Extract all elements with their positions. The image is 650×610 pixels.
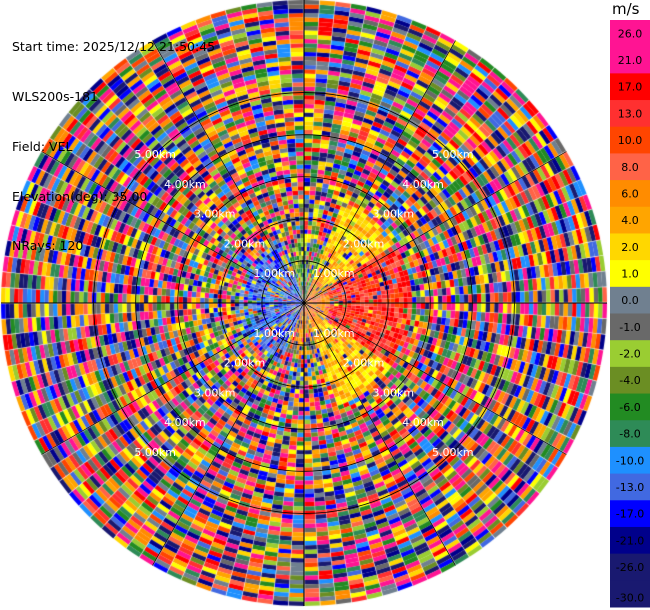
azimuth-spoke	[152, 40, 305, 304]
range-ring-label: 2.00km	[224, 357, 266, 370]
field-text: Field: VEL	[12, 138, 73, 154]
range-ring-label: 3.00km	[194, 386, 236, 399]
azimuth-spoke	[152, 302, 305, 566]
colorbar-unit: m/s	[612, 0, 640, 18]
instrument-text: WLS200s-181	[12, 88, 98, 104]
range-ring-label: 2.00km	[224, 237, 266, 250]
nrays-text: NRays: 120	[12, 238, 84, 254]
start-time-text: Start time: 2025/12/12 21:50:45	[12, 39, 216, 55]
range-ring-label: 3.00km	[372, 386, 414, 399]
range-ring-label: 4.00km	[164, 416, 206, 429]
range-ring-label: 5.00km	[432, 148, 474, 161]
range-ring-label: 1.00km	[313, 327, 355, 340]
azimuth-spoke	[303, 151, 567, 304]
range-ring-label: 2.00km	[343, 357, 385, 370]
azimuth-spoke	[303, 302, 456, 566]
range-ring-label: 5.00km	[134, 148, 176, 161]
range-ring-label: 3.00km	[372, 208, 414, 221]
range-ring-label: 1.00km	[253, 327, 295, 340]
elevation-text: Elevation(deg): 35.00	[12, 188, 148, 204]
azimuth-spoke	[41, 151, 305, 304]
range-ring-label: 2.00km	[343, 237, 385, 250]
range-ring-label: 4.00km	[402, 416, 444, 429]
range-ring-label: 1.00km	[313, 267, 355, 280]
range-ring-label: 1.00km	[253, 267, 295, 280]
range-ring-label: 4.00km	[402, 178, 444, 191]
azimuth-spoke	[303, 302, 567, 455]
range-ring-label: 4.00km	[164, 178, 206, 191]
range-ring-label: 3.00km	[194, 208, 236, 221]
range-ring-label: 5.00km	[134, 446, 176, 459]
azimuth-spoke	[303, 40, 456, 304]
azimuth-spoke	[41, 302, 305, 455]
range-ring-label: 5.00km	[432, 446, 474, 459]
info-panel: Start time: 2025/12/12 21:50:45 WLS200s-…	[12, 6, 215, 272]
